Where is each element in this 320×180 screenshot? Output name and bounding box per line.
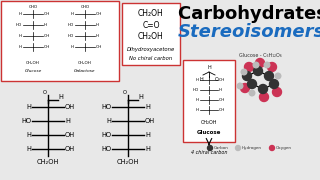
Text: H: H	[219, 88, 222, 92]
Text: OH: OH	[44, 45, 50, 49]
Circle shape	[259, 84, 268, 93]
Text: HO: HO	[101, 146, 111, 152]
Text: H: H	[196, 78, 199, 82]
Circle shape	[241, 84, 250, 93]
Text: Dihydroxyacetone: Dihydroxyacetone	[127, 47, 175, 52]
Text: H: H	[106, 118, 111, 124]
Text: Stereoisomers: Stereoisomers	[178, 23, 320, 41]
Text: CH₂OH: CH₂OH	[26, 61, 40, 65]
Text: Glucose - C₆H₁₂O₆: Glucose - C₆H₁₂O₆	[239, 53, 281, 58]
Circle shape	[269, 80, 278, 89]
Text: 4 chiral carbon: 4 chiral carbon	[191, 150, 227, 155]
Text: H: H	[138, 94, 143, 100]
Text: Carbon: Carbon	[214, 146, 229, 150]
Text: H: H	[96, 23, 99, 27]
Circle shape	[260, 93, 268, 102]
Circle shape	[236, 145, 241, 150]
Text: H: H	[44, 23, 47, 27]
Text: OH: OH	[219, 98, 225, 102]
Circle shape	[264, 62, 270, 68]
Text: HO: HO	[101, 104, 111, 110]
Circle shape	[247, 80, 257, 89]
Circle shape	[268, 62, 276, 71]
Text: H: H	[196, 98, 199, 102]
Text: HO: HO	[16, 23, 22, 27]
Text: H: H	[196, 108, 199, 112]
Text: H: H	[26, 104, 31, 110]
Text: HO: HO	[101, 132, 111, 138]
Circle shape	[244, 62, 253, 71]
Text: Glucose: Glucose	[197, 130, 221, 135]
Text: H: H	[96, 34, 99, 38]
Text: H: H	[145, 146, 150, 152]
Text: OH: OH	[44, 12, 50, 16]
Text: H: H	[65, 118, 70, 124]
Text: CH₂OH: CH₂OH	[117, 159, 139, 165]
Text: Galactose: Galactose	[74, 69, 96, 73]
Text: CH₂OH: CH₂OH	[138, 32, 164, 41]
Text: H: H	[19, 34, 22, 38]
Text: OH: OH	[65, 104, 75, 110]
Text: HO: HO	[68, 23, 74, 27]
Text: H: H	[26, 146, 31, 152]
Circle shape	[253, 66, 262, 75]
Text: CHO: CHO	[80, 5, 90, 9]
Text: O: O	[215, 77, 219, 82]
Circle shape	[253, 62, 259, 68]
Text: O: O	[43, 89, 47, 94]
FancyBboxPatch shape	[1, 1, 119, 81]
Circle shape	[237, 83, 243, 89]
Text: H: H	[71, 12, 74, 16]
Text: H: H	[199, 77, 203, 82]
Text: Carbohydrates 3: Carbohydrates 3	[178, 5, 320, 23]
Text: Hydrogen: Hydrogen	[242, 146, 262, 150]
Circle shape	[273, 87, 282, 96]
Circle shape	[243, 71, 252, 80]
Text: HO: HO	[21, 118, 31, 124]
Circle shape	[249, 90, 255, 96]
Text: CH₂OH: CH₂OH	[201, 120, 217, 125]
FancyBboxPatch shape	[122, 3, 180, 65]
Text: OH: OH	[96, 12, 102, 16]
Text: H: H	[26, 132, 31, 138]
Text: H: H	[19, 12, 22, 16]
Text: CH₂OH: CH₂OH	[138, 9, 164, 18]
Text: H: H	[19, 45, 22, 49]
Text: H: H	[145, 132, 150, 138]
Text: H: H	[145, 104, 150, 110]
Text: H: H	[58, 94, 63, 100]
Text: OH: OH	[96, 45, 102, 49]
Text: CHO: CHO	[28, 5, 37, 9]
Text: OH: OH	[65, 132, 75, 138]
Circle shape	[255, 58, 265, 68]
Text: HO: HO	[193, 88, 199, 92]
Text: OH: OH	[145, 118, 155, 124]
Text: OH: OH	[65, 146, 75, 152]
Text: OH: OH	[44, 34, 50, 38]
Text: H: H	[71, 45, 74, 49]
Text: No chiral carbon: No chiral carbon	[129, 56, 172, 61]
FancyBboxPatch shape	[183, 60, 235, 142]
Circle shape	[269, 145, 275, 150]
Circle shape	[265, 71, 274, 80]
Text: C=O: C=O	[142, 21, 160, 30]
Circle shape	[241, 69, 247, 75]
Text: HO: HO	[68, 34, 74, 38]
Text: OH: OH	[219, 78, 225, 82]
Text: CH₂OH: CH₂OH	[37, 159, 59, 165]
Circle shape	[207, 145, 212, 150]
Text: OH: OH	[219, 108, 225, 112]
Circle shape	[275, 73, 281, 79]
Text: Glucose: Glucose	[24, 69, 42, 73]
Text: CH₂OH: CH₂OH	[78, 61, 92, 65]
Text: Oxygen: Oxygen	[276, 146, 292, 150]
Text: H: H	[207, 65, 211, 70]
Text: O: O	[123, 89, 127, 94]
